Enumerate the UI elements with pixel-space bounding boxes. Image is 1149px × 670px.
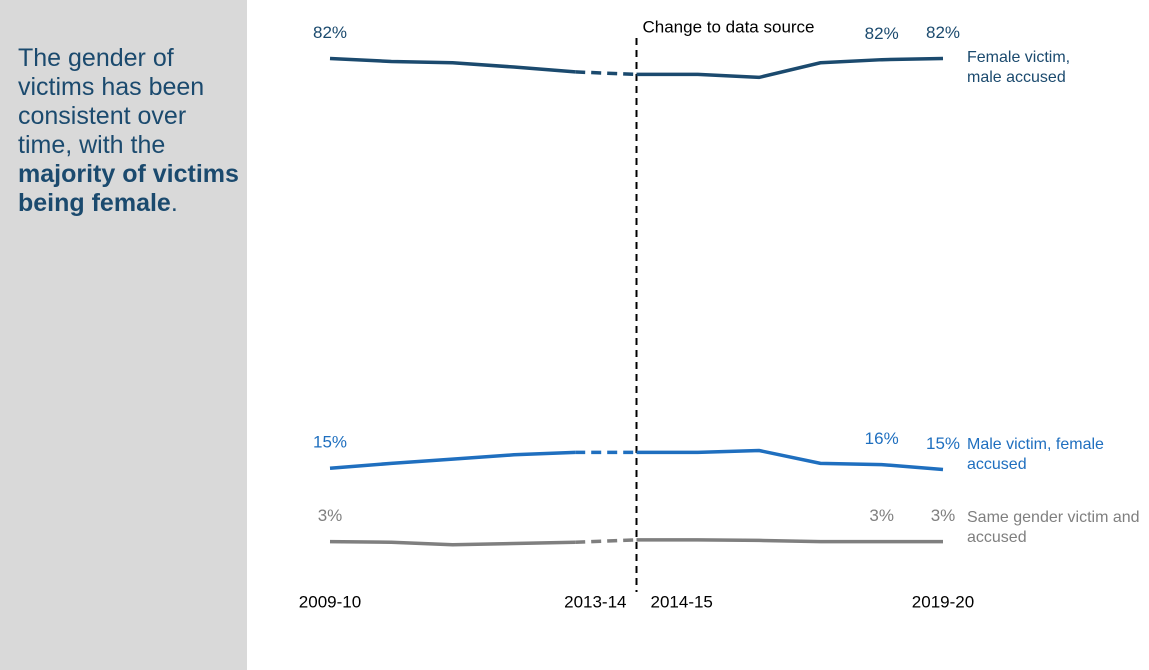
legend-label: Male victim, female accused	[967, 436, 1104, 474]
sidebar: The gender of victims has been consisten…	[0, 0, 247, 670]
data-label: 15%	[926, 434, 960, 453]
sidebar-text: The gender of victims has been consisten…	[18, 44, 240, 218]
text: .	[170, 189, 178, 217]
line	[329, 56, 576, 74]
line-connector	[575, 538, 637, 545]
x-tick-label: 2009-10	[299, 592, 361, 611]
data-label: 3%	[869, 506, 894, 525]
bold-text: majority of victims being female	[18, 160, 239, 217]
line	[636, 448, 944, 472]
x-tick-label: 2019-20	[912, 592, 974, 611]
data-label: 82%	[865, 24, 899, 43]
line	[636, 538, 943, 544]
legend-label: Same gender victim and accused	[967, 508, 1140, 546]
line	[636, 56, 944, 80]
line	[329, 450, 576, 471]
data-label: 82%	[926, 23, 960, 42]
data-label: 3%	[931, 506, 956, 525]
source-change-label: Change to data source	[643, 17, 815, 36]
text: The gender of victims has been consisten…	[18, 44, 205, 159]
line-connector	[575, 70, 637, 77]
data-label: 82%	[313, 23, 347, 42]
data-label: 3%	[318, 506, 343, 525]
x-tick-label: 2013-14	[564, 592, 626, 611]
legend-label: Female victim, male accused	[967, 49, 1071, 87]
line	[329, 539, 576, 547]
data-label: 15%	[313, 433, 347, 452]
x-tick-label: 2014-15	[651, 592, 713, 611]
data-label: 16%	[865, 429, 899, 448]
